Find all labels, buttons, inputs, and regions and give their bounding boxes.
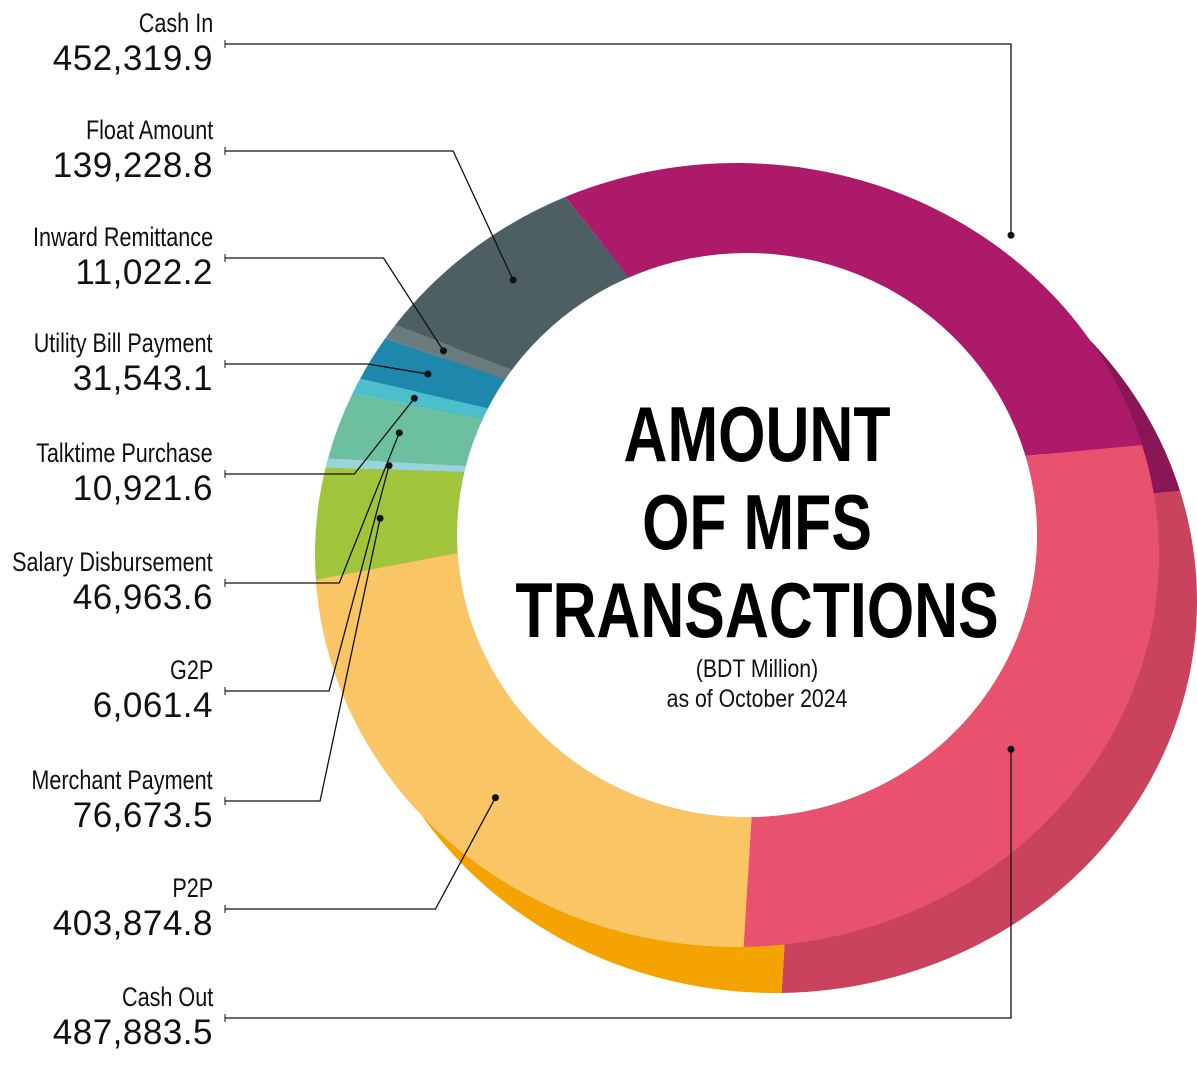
leader-dot xyxy=(440,347,448,355)
leader-dot xyxy=(376,514,384,522)
label-cash-in: Cash In 452,319.9 xyxy=(53,8,213,80)
leader-dot xyxy=(385,462,393,470)
label-name: P2P xyxy=(172,873,213,903)
title-line-2: OF MFS xyxy=(642,478,872,566)
leader-dot xyxy=(509,276,517,284)
leader-line xyxy=(225,257,445,352)
chart-date-note: as of October 2024 xyxy=(666,685,848,713)
label-utility-bill-payment: Utility Bill Payment 31,543.1 xyxy=(0,328,213,400)
label-value: 46,963.6 xyxy=(72,578,213,617)
label-name: Salary Disbursement xyxy=(12,547,213,577)
leader-dot xyxy=(395,429,403,437)
label-name: Float Amount xyxy=(85,115,213,145)
leader-line xyxy=(225,397,415,475)
label-value: 11,022.2 xyxy=(75,253,213,292)
label-talktime-purchase: Talktime Purchase 10,921.6 xyxy=(0,438,213,510)
leader-line xyxy=(225,749,1012,1019)
slice-utility-bill-payment xyxy=(360,338,506,409)
label-name: Utility Bill Payment xyxy=(34,328,213,358)
leader-dot xyxy=(410,394,418,402)
title-line-1: AMOUNT xyxy=(623,390,891,478)
slice-g2p xyxy=(325,458,466,472)
label-value: 487,883.5 xyxy=(52,1013,213,1052)
label-name: Cash Out xyxy=(121,982,213,1012)
chart-subtitle: (BDT Million) xyxy=(695,655,819,683)
label-cash-out: Cash Out 487,883.5 xyxy=(53,982,213,1054)
label-float-amount: Float Amount 139,228.8 xyxy=(53,115,213,187)
label-value: 31,543.1 xyxy=(72,359,213,398)
label-value: 403,874.8 xyxy=(52,904,213,943)
label-name: Merchant Payment xyxy=(31,765,213,795)
leader-line xyxy=(225,518,381,802)
slice-inward-remittance xyxy=(385,325,513,380)
leader-line xyxy=(225,150,514,281)
label-p2p: P2P 403,874.8 xyxy=(53,873,213,945)
slice-p2p xyxy=(315,552,752,948)
title-line-3: TRANSACTIONS xyxy=(515,566,999,654)
label-merchant-payment: Merchant Payment 76,673.5 xyxy=(0,765,213,837)
label-name: G2P xyxy=(169,655,213,685)
label-value: 10,921.6 xyxy=(72,469,213,508)
label-value: 76,673.5 xyxy=(72,796,213,835)
label-g2p: G2P 6,061.4 xyxy=(93,655,213,727)
donut-hole xyxy=(457,253,1037,817)
label-inward-remittance: Inward Remittance 11,022.2 xyxy=(0,222,213,294)
leader-line xyxy=(225,432,400,584)
chart-title: AMOUNT OF MFS TRANSACTIONS (BDT Million)… xyxy=(447,390,1067,714)
slice-salary-disbursement xyxy=(327,393,483,466)
leader-dot xyxy=(1007,745,1015,753)
label-salary-disbursement: Salary Disbursement 46,963.6 xyxy=(0,547,213,619)
slice-cash-out xyxy=(743,445,1159,947)
leader-line xyxy=(225,43,1012,236)
leader-line xyxy=(225,465,390,692)
label-name: Cash In xyxy=(138,8,213,38)
label-value: 6,061.4 xyxy=(92,686,213,725)
leader-dot xyxy=(424,370,432,378)
slice-cash-in xyxy=(565,163,1143,456)
slice-talktime-purchase xyxy=(352,378,488,419)
leader-line xyxy=(225,363,429,375)
leader-line xyxy=(225,797,497,910)
label-value: 139,228.8 xyxy=(52,146,213,185)
label-name: Inward Remittance xyxy=(32,222,213,252)
label-value: 452,319.9 xyxy=(52,39,213,78)
label-name: Talktime Purchase xyxy=(36,438,213,468)
leader-dot xyxy=(1007,231,1015,239)
leader-dot xyxy=(491,794,499,802)
